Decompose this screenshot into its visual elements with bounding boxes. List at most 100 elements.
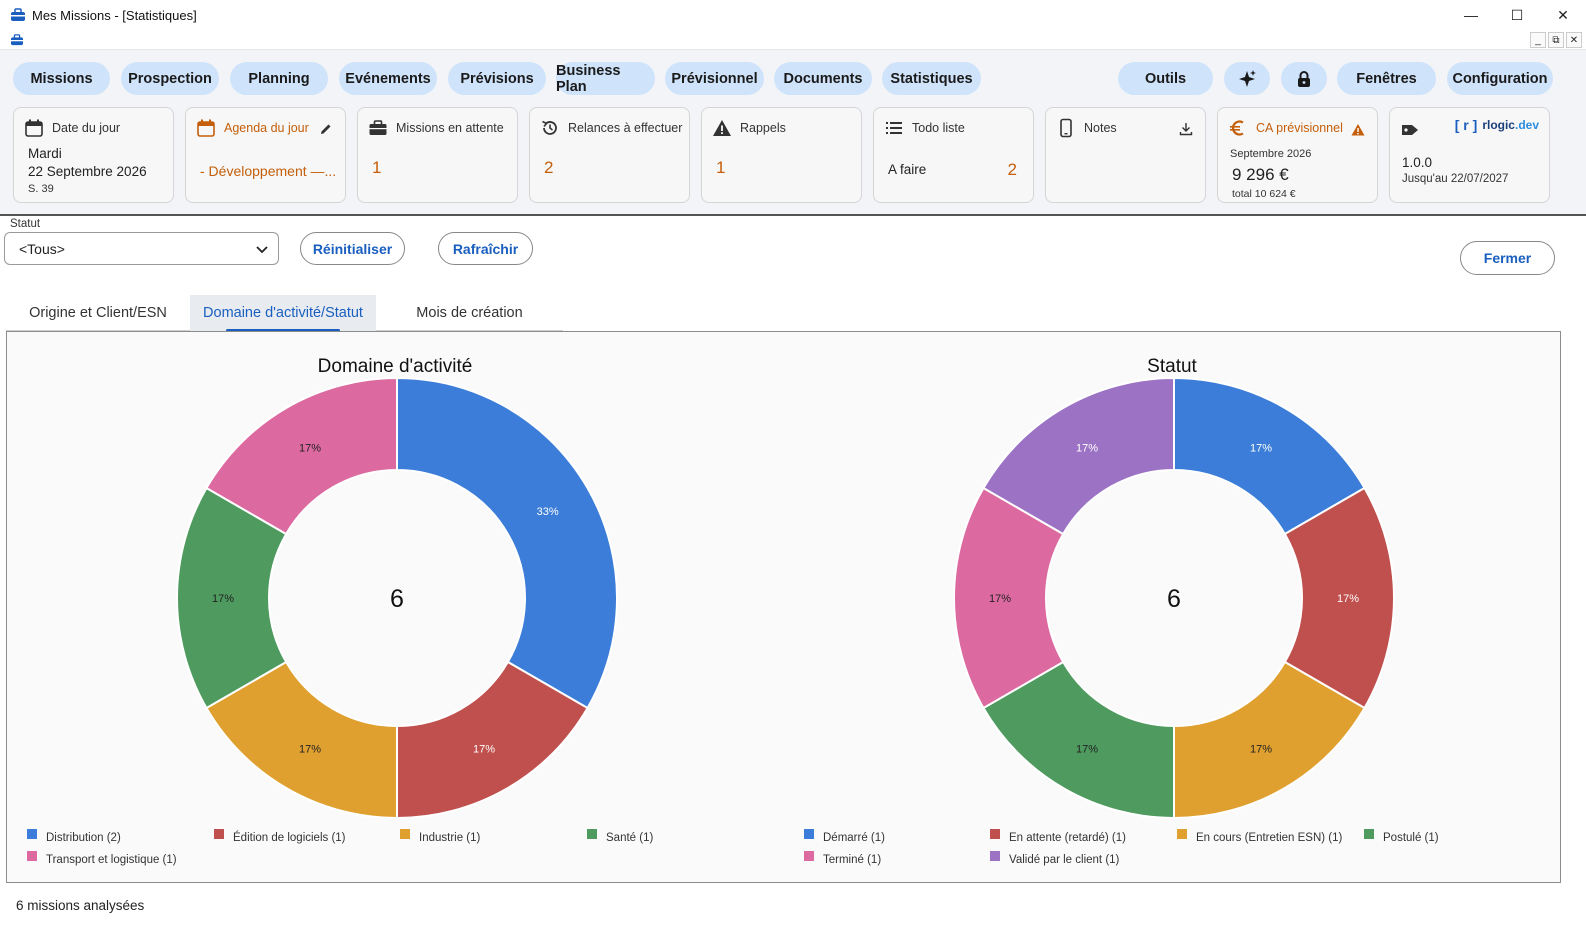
edit-pencil-icon[interactable]	[319, 122, 333, 136]
card-date-date: 22 Septembre 2026	[28, 164, 147, 179]
legend-item[interactable]: Validé par le client (1)	[990, 851, 1120, 866]
menu-prospection[interactable]: Prospection	[121, 62, 219, 95]
download-icon[interactable]	[1179, 122, 1193, 136]
mdi-minimize-icon[interactable]: _	[1530, 32, 1546, 48]
legend-label: En cours (Entretien ESN) (1)	[1196, 832, 1343, 844]
legend-item[interactable]: En cours (Entretien ESN) (1)	[1177, 829, 1343, 844]
menu-evenements[interactable]: Evénements	[339, 62, 437, 95]
close-button[interactable]: Fermer	[1460, 241, 1555, 275]
status-filter-value: <Tous>	[19, 240, 65, 257]
lock-button[interactable]	[1281, 62, 1327, 95]
card-rappels-value: 1	[716, 158, 726, 177]
legend-item[interactable]: Démarré (1)	[804, 829, 885, 844]
slice-label: 17%	[473, 744, 495, 756]
slice-label: 33%	[537, 506, 559, 518]
slice-label: 17%	[299, 442, 321, 454]
mdi-restore-icon[interactable]: ⧉	[1548, 32, 1564, 48]
card-ca-label: CA prévisionnel	[1256, 121, 1343, 135]
reset-button[interactable]: Réinitialiser	[300, 232, 405, 265]
tab-domaine-statut[interactable]: Domaine d'activité/Statut	[190, 295, 376, 332]
card-ca-total: total 10 624 €	[1232, 188, 1296, 200]
menu-statistiques[interactable]: Statistiques	[882, 62, 981, 95]
legend-label: Santé (1)	[606, 832, 654, 844]
menu-planning[interactable]: Planning	[230, 62, 328, 95]
warning-icon	[713, 120, 731, 136]
legend-swatch	[400, 829, 410, 839]
menu-documents[interactable]: Documents	[774, 62, 872, 95]
close-icon[interactable]: ✕	[1557, 6, 1569, 23]
menu-missions[interactable]: Missions	[13, 62, 110, 95]
tab-bar: Origine et Client/ESN Domaine d'activité…	[6, 295, 563, 332]
legend-item[interactable]: Industrie (1)	[400, 829, 480, 844]
minimize-icon[interactable]: —	[1464, 7, 1478, 23]
slice-label: 17%	[1076, 744, 1098, 756]
slice-label: 17%	[1250, 442, 1272, 454]
card-license-until: Jusqu'au 22/07/2027	[1402, 173, 1509, 185]
donut-slice[interactable]	[205, 376, 398, 536]
history-icon	[542, 120, 557, 135]
ai-sparkle-button[interactable]	[1224, 62, 1270, 95]
menu-fenetres[interactable]: Fenêtres	[1337, 62, 1436, 95]
legend-swatch	[804, 829, 814, 839]
tab-origine-client[interactable]: Origine et Client/ESN	[29, 305, 167, 321]
card-todo[interactable]: Todo liste A faire 2	[873, 107, 1034, 203]
card-date[interactable]: Date du jour Mardi 22 Septembre 2026 S. …	[13, 107, 174, 203]
legend-item[interactable]: En attente (retardé) (1)	[990, 829, 1126, 844]
card-ca[interactable]: CA prévisionnel Septembre 2026 9 296 € t…	[1217, 107, 1378, 203]
menu-previsionnel[interactable]: Prévisionnel	[665, 62, 764, 95]
maximize-icon[interactable]: ☐	[1510, 6, 1524, 23]
legend-swatch	[587, 829, 597, 839]
menu-previsions[interactable]: Prévisions	[448, 62, 546, 95]
card-relances[interactable]: Relances à effectuer 2	[529, 107, 690, 203]
card-missions-attente[interactable]: Missions en attente 1	[357, 107, 518, 203]
card-missions-label: Missions en attente	[396, 121, 504, 135]
legend-label: Distribution (2)	[46, 832, 121, 844]
chart-title-statut: Statut	[1147, 356, 1197, 377]
euro-icon	[1230, 120, 1244, 136]
card-license[interactable]: [ r ] rlogic.dev 1.0.0 Jusqu'au 22/07/20…	[1389, 107, 1550, 203]
card-date-day: Mardi	[28, 146, 62, 161]
phone-icon	[1060, 118, 1072, 138]
mdi-close-icon[interactable]: ✕	[1566, 32, 1582, 48]
legend-swatch	[990, 829, 1000, 839]
legend-item[interactable]: Postulé (1)	[1364, 829, 1439, 844]
main-menu: Missions Prospection Planning Evénements…	[0, 50, 1586, 105]
status-text: 6 missions analysées	[16, 898, 145, 913]
card-agenda-value: - Développement —...	[200, 163, 337, 179]
slice-label: 17%	[989, 593, 1011, 605]
tab-mois-creation[interactable]: Mois de création	[416, 305, 523, 321]
legend-item[interactable]: Distribution (2)	[27, 829, 121, 844]
legend-swatch	[214, 829, 224, 839]
menu-outils[interactable]: Outils	[1118, 62, 1213, 95]
window-title: Mes Missions - [Statistiques]	[32, 7, 197, 23]
donut-slice[interactable]	[396, 376, 618, 710]
legend-swatch	[27, 851, 37, 861]
legend-item[interactable]: Édition de logiciels (1)	[214, 829, 346, 844]
menu-configuration[interactable]: Configuration	[1447, 62, 1553, 95]
card-date-week: S. 39	[28, 183, 54, 195]
mdi-app-icon	[11, 34, 23, 46]
card-agenda[interactable]: Agenda du jour - Développement —...	[185, 107, 346, 203]
donut-slice[interactable]	[982, 376, 1175, 536]
card-date-label: Date du jour	[52, 121, 121, 135]
legend-item[interactable]: Terminé (1)	[804, 851, 881, 866]
chart-title-domaine: Domaine d'activité	[317, 356, 473, 377]
card-notes[interactable]: Notes	[1045, 107, 1206, 203]
status-filter-select[interactable]: <Tous>	[4, 232, 279, 265]
slice-label: 17%	[212, 593, 234, 605]
legend-label: Validé par le client (1)	[1009, 854, 1120, 866]
legend-label: Édition de logiciels (1)	[233, 832, 346, 844]
legend-item[interactable]: Transport et logistique (1)	[27, 851, 177, 866]
chart-panel: Domaine d'activité 33% 17% 17% 17% 17% 6 Stat…	[6, 331, 1561, 883]
menu-business-plan[interactable]: Business Plan	[556, 62, 655, 95]
card-todo-item: A faire	[888, 162, 927, 177]
refresh-button[interactable]: Rafraîchir	[438, 232, 533, 265]
donut-chart-statut: 17% 17% 17% 17% 17% 17% 6	[953, 376, 1395, 820]
legend-label: En attente (retardé) (1)	[1009, 832, 1126, 844]
legend-swatch	[990, 851, 1000, 861]
legend-item[interactable]: Santé (1)	[587, 829, 654, 844]
app-icon	[11, 8, 25, 21]
status-filter-label: Statut	[10, 218, 41, 230]
card-todo-count: 2	[1007, 160, 1017, 179]
card-rappels[interactable]: Rappels 1	[701, 107, 862, 203]
